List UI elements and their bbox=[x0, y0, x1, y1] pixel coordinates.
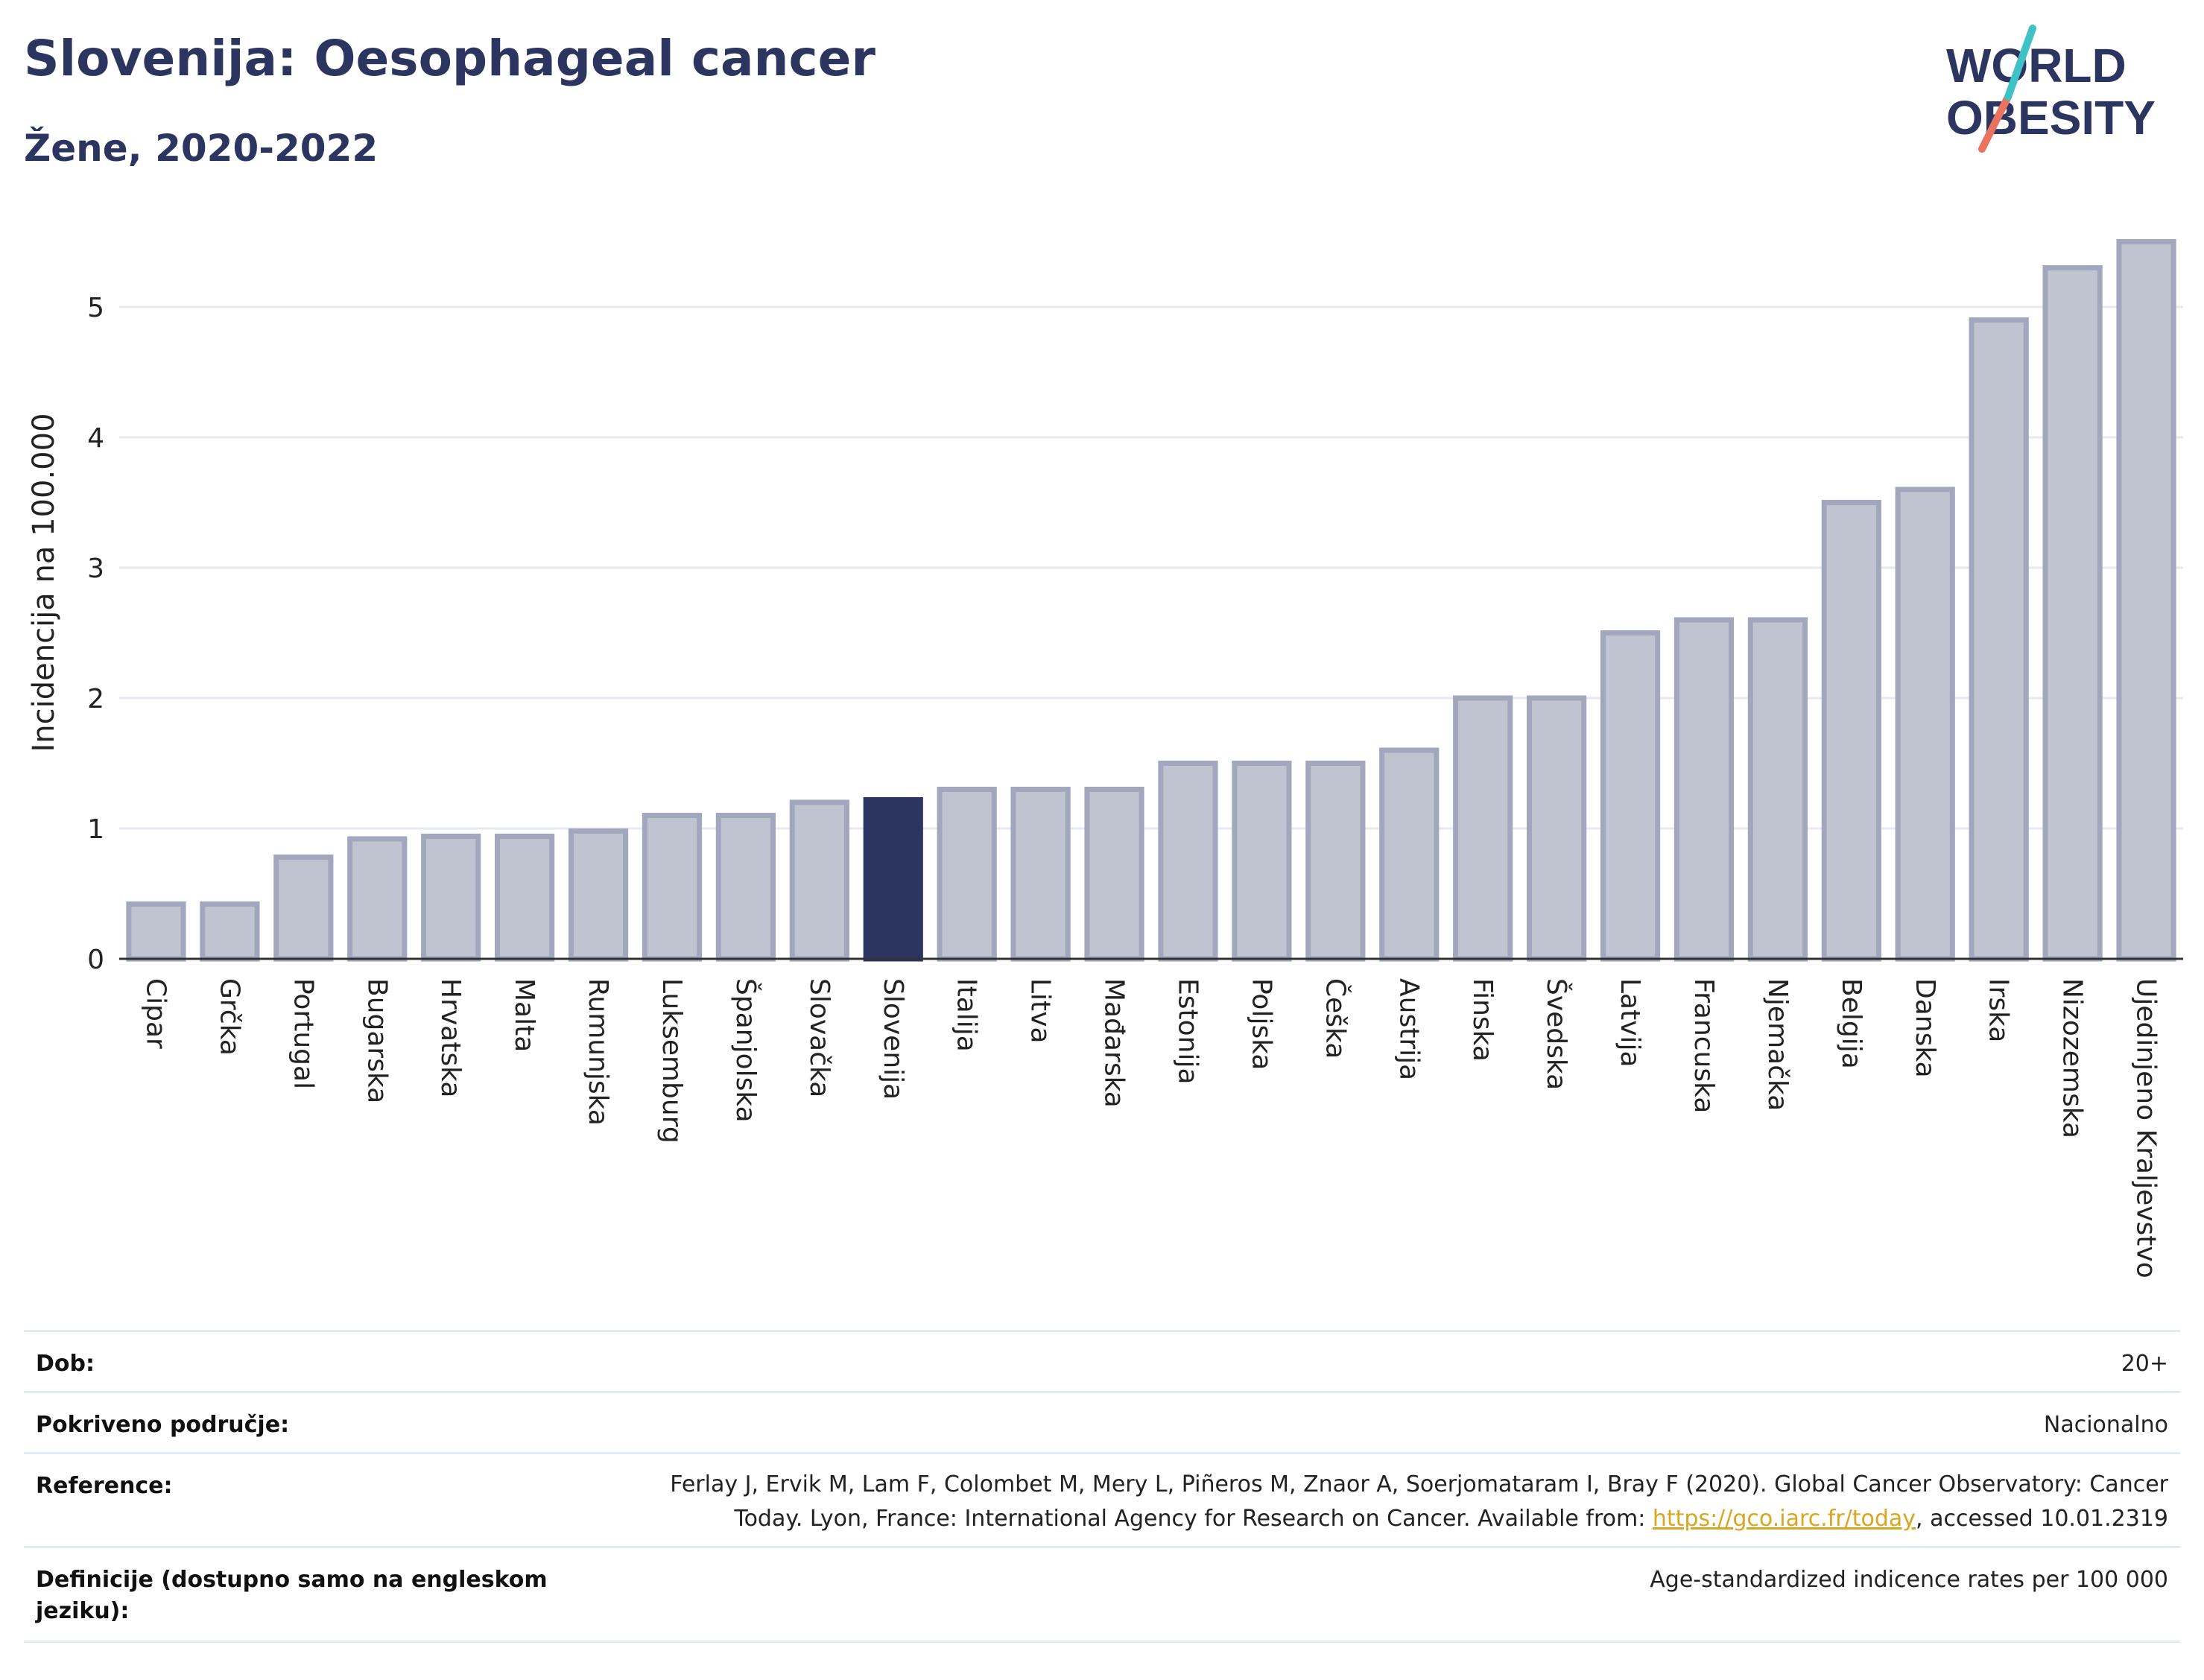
x-tick-label: Švedska bbox=[1541, 978, 1572, 1090]
y-tick-label: 3 bbox=[87, 554, 104, 584]
x-tick-label: Bugarska bbox=[361, 978, 392, 1103]
bar-Estonija bbox=[1158, 761, 1218, 962]
x-tick-label: Češka bbox=[1320, 978, 1351, 1059]
bars bbox=[126, 239, 2176, 962]
x-tick-label: Poljska bbox=[1246, 978, 1276, 1071]
info-value: Age-standardized indicence rates per 100… bbox=[1650, 1567, 2168, 1593]
bar-Rumunjska bbox=[568, 828, 629, 962]
y-axis-ticks: 0 1 2 3 4 5 bbox=[87, 293, 104, 975]
x-tick-label: Grčka bbox=[214, 978, 244, 1056]
reference-link[interactable]: https://gco.iarc.fr/today bbox=[1652, 1506, 1916, 1532]
info-label: Dob: bbox=[36, 1351, 95, 1377]
y-tick-label: 2 bbox=[87, 684, 104, 714]
bar-Slovenija bbox=[863, 797, 923, 962]
info-value: Ferlay J, Ervik M, Lam F, Colombet M, Me… bbox=[529, 1468, 2168, 1536]
x-tick-label: Slovenija bbox=[878, 978, 908, 1100]
bar-Bugarska bbox=[347, 836, 408, 962]
info-row-definitions: Definicije (dostupno samo na engleskom j… bbox=[24, 1546, 2180, 1643]
info-row-age: Dob: 20+ bbox=[24, 1330, 2180, 1392]
world-obesity-logo: WORLD OBESITY bbox=[1946, 25, 2156, 153]
bar-Mađarska bbox=[1084, 787, 1144, 962]
x-tick-label: Latvija bbox=[1615, 978, 1645, 1068]
bar-Njemačka bbox=[1747, 617, 1808, 962]
x-tick-label: Cipar bbox=[140, 978, 171, 1049]
bar-Austrija bbox=[1379, 747, 1440, 962]
y-tick-label: 0 bbox=[87, 945, 104, 975]
bar-Ujedinjeno Kraljevstvo bbox=[2116, 239, 2176, 962]
bar-Grčka bbox=[200, 901, 260, 962]
x-tick-label: Litva bbox=[1025, 978, 1056, 1044]
bar-Finska bbox=[1453, 695, 1513, 962]
x-tick-label: Malta bbox=[509, 978, 539, 1052]
y-axis-title: Incidencija na 100.000 bbox=[27, 413, 61, 752]
x-tick-label: Estonija bbox=[1172, 978, 1203, 1085]
bar-Švedska bbox=[1527, 695, 1587, 962]
x-axis-labels: Cipar Grčka Portugal Bugarska Hrvatska Malta R… bbox=[140, 978, 2161, 1278]
bar-Italija bbox=[937, 787, 997, 962]
x-tick-label: Portugal bbox=[288, 978, 318, 1089]
bar-Slovačka bbox=[789, 799, 849, 962]
logo-slash-teal bbox=[2004, 25, 2036, 101]
bar-Cipar bbox=[126, 901, 186, 962]
info-value: 20+ bbox=[2121, 1351, 2168, 1377]
bar-chart: 0 1 2 3 4 5 Cipar Grčka Portugal Bugarska Hrvatsk… bbox=[27, 239, 2183, 1278]
bar-Belgija bbox=[1821, 500, 1881, 962]
y-tick-label: 5 bbox=[87, 293, 104, 323]
x-tick-label: Španjolska bbox=[730, 978, 761, 1123]
info-label: Definicije (dostupno samo na engleskom j… bbox=[36, 1567, 548, 1624]
bar-Danska bbox=[1895, 486, 1955, 962]
reference-line1: Ferlay J, Ervik M, Lam F, Colombet M, Me… bbox=[670, 1471, 2168, 1497]
x-tick-label: Finska bbox=[1467, 978, 1498, 1062]
info-label: Reference: bbox=[36, 1473, 173, 1499]
reference-line2: Today. Lyon, France: International Agenc… bbox=[734, 1506, 2168, 1532]
x-tick-label: Nizozemska bbox=[2057, 978, 2088, 1138]
bar-Litva bbox=[1010, 787, 1071, 962]
x-tick-label: Ujedinjeno Kraljevstvo bbox=[2131, 978, 2162, 1278]
x-tick-label: Austrija bbox=[1393, 978, 1424, 1080]
x-tick-label: Mađarska bbox=[1099, 978, 1130, 1108]
x-tick-label: Belgija bbox=[1836, 978, 1866, 1069]
x-tick-label: Danska bbox=[1910, 978, 1940, 1078]
bar-Portugal bbox=[273, 855, 334, 962]
bar-Luksemburg bbox=[642, 813, 703, 962]
x-tick-label: Luksemburg bbox=[656, 978, 687, 1144]
x-tick-label: Italija bbox=[951, 978, 982, 1052]
x-tick-label: Francuska bbox=[1688, 978, 1719, 1113]
bar-Francuska bbox=[1673, 617, 1735, 962]
info-table: Dob: 20+ Pokriveno područje: Nacionalno … bbox=[24, 1330, 2180, 1643]
logo-line1: WORLD bbox=[1946, 39, 2127, 92]
info-value: Nacionalno bbox=[2043, 1412, 2168, 1438]
x-tick-label: Hrvatska bbox=[435, 978, 466, 1097]
bar-Poljska bbox=[1232, 761, 1292, 962]
x-tick-label: Rumunjska bbox=[583, 978, 613, 1126]
y-tick-label: 4 bbox=[87, 423, 104, 454]
chart-subtitle: Žene, 2020-2022 bbox=[24, 127, 379, 170]
y-tick-label: 1 bbox=[87, 814, 104, 845]
logo-line2: OBESITY bbox=[1946, 91, 2156, 145]
bar-Malta bbox=[495, 834, 555, 962]
bar-Češka bbox=[1305, 761, 1366, 962]
x-tick-label: Slovačka bbox=[804, 978, 835, 1097]
info-label: Pokriveno područje: bbox=[36, 1412, 290, 1438]
bar-Španjolska bbox=[715, 813, 776, 962]
x-tick-label: Irska bbox=[1983, 978, 2014, 1042]
bar-Nizozemska bbox=[2042, 265, 2103, 962]
x-tick-label: Njemačka bbox=[1762, 978, 1793, 1111]
logo-slash-red bbox=[1978, 93, 2012, 153]
info-row-reference: Reference: Ferlay J, Ervik M, Lam F, Col… bbox=[24, 1452, 2180, 1547]
info-row-coverage: Pokriveno područje: Nacionalno bbox=[24, 1391, 2180, 1453]
bar-Latvija bbox=[1600, 630, 1661, 962]
chart-title: Slovenija: Oesophageal cancer bbox=[24, 30, 875, 87]
bar-Hrvatska bbox=[421, 834, 481, 962]
bar-Irska bbox=[1969, 317, 2029, 962]
